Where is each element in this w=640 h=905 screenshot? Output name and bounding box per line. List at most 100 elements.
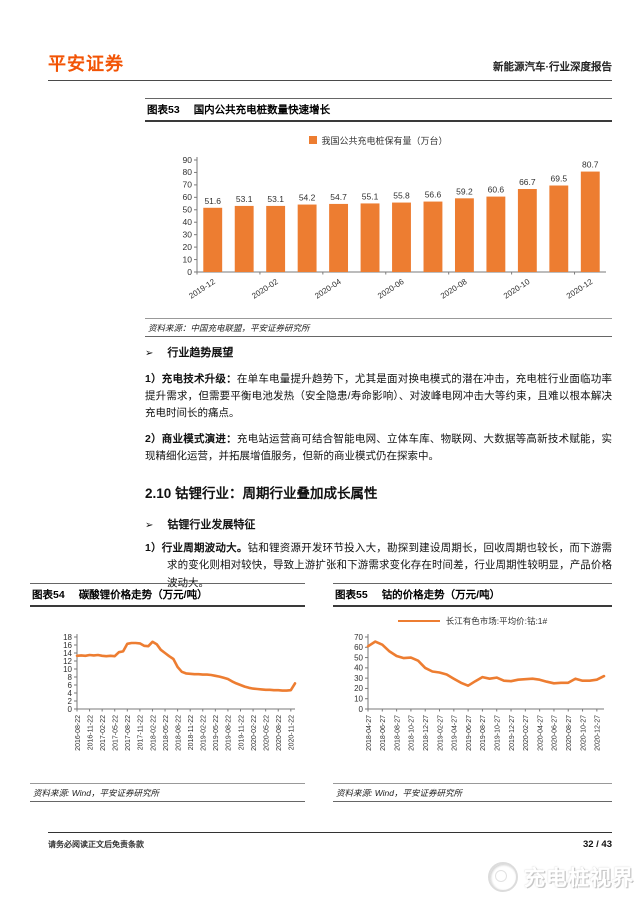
bullet-trend-outlook: ➢ 行业趋势展望 — [145, 344, 612, 363]
svg-text:2019-08-22: 2019-08-22 — [226, 715, 233, 751]
svg-text:10: 10 — [183, 254, 193, 264]
svg-text:0: 0 — [359, 705, 364, 714]
svg-text:53.1: 53.1 — [267, 194, 284, 204]
report-title: 新能源汽车·行业深度报告 — [493, 61, 612, 73]
svg-text:2019-05-22: 2019-05-22 — [213, 715, 220, 751]
pingan-securities-logo: 平安证券 — [48, 54, 124, 74]
svg-text:2020-10-27: 2020-10-27 — [580, 715, 587, 751]
svg-text:54.7: 54.7 — [330, 192, 347, 202]
page-header: 平安证券 新能源汽车·行业深度报告 — [48, 50, 612, 76]
svg-text:2018-02-22: 2018-02-22 — [150, 715, 157, 751]
svg-text:2019-12: 2019-12 — [187, 277, 217, 301]
footer-disclaimer: 请务必阅读正文后免责条款 — [48, 840, 144, 849]
svg-text:2018-04-27: 2018-04-27 — [366, 715, 373, 751]
figure-55-title: 钴的价格走势（万元/吨） — [381, 589, 501, 601]
svg-text:2017-05-22: 2017-05-22 — [113, 715, 120, 751]
trend-outlook-heading: 行业趋势展望 — [167, 347, 234, 359]
figure-55-source: 资料来源: Wind，平安证券研究所 — [333, 783, 612, 802]
svg-text:2016-08-22: 2016-08-22 — [75, 715, 82, 751]
body-text-column: ➢ 行业趋势展望 1）充电技术升级：在单车电量提升趋势下，尤其是面对换电模式的潜在… — [145, 344, 612, 592]
svg-text:2020-02: 2020-02 — [250, 277, 280, 301]
svg-text:51.6: 51.6 — [204, 196, 221, 206]
svg-text:30: 30 — [183, 229, 193, 239]
svg-text:69.5: 69.5 — [551, 174, 568, 184]
watermark: 充电桩视界 — [488, 862, 634, 892]
svg-text:2018-12-27: 2018-12-27 — [423, 715, 430, 751]
svg-text:60.6: 60.6 — [488, 185, 505, 195]
spacer — [30, 607, 305, 629]
svg-text:2020-08-27: 2020-08-27 — [566, 715, 573, 751]
figure-53-source: 资料来源：中国充电联盟，平安证券研究所 — [145, 318, 612, 337]
figure-55: 图表55 钴的价格走势（万元/吨） 长江有色市场:平均价:钴:1# 0 10 20 3… — [333, 583, 612, 802]
figure-54-titlebar: 图表54 碳酸锂价格走势（万元/吨） — [30, 583, 305, 607]
svg-text:2019-11-22: 2019-11-22 — [238, 715, 245, 750]
legend-line-icon — [397, 619, 440, 622]
svg-text:2020-02-27: 2020-02-27 — [523, 715, 530, 751]
cobalt-subheading: 钴锂行业发展特征 — [167, 519, 256, 532]
arrow-bullet-icon: ➢ — [145, 520, 154, 532]
svg-text:2019-04-27: 2019-04-27 — [452, 715, 459, 751]
svg-text:16: 16 — [63, 641, 72, 650]
figure-54-title: 碳酸锂价格走势（万元/吨） — [78, 589, 208, 601]
bar-chart-public-charging-piles: 0 10 20 30 40 50 60 70 80 90 51.6 2019-12 53.1 53.1 20… — [183, 155, 606, 301]
svg-text:50: 50 — [183, 205, 193, 215]
item-lead: 1）行业周期波动大。 — [145, 541, 248, 554]
svg-text:2020-10: 2020-10 — [502, 277, 532, 301]
svg-text:2020-12: 2020-12 — [565, 277, 595, 301]
paragraph-industry-cycle: 1）行业周期波动大。钴和锂资源开发环节投入大，勘探到建设周期长，回收周期也较长，… — [145, 540, 612, 592]
item-body: 钴和锂资源开发环节投入大，勘探到建设周期长，回收周期也较长，而下游需求的变化则相… — [167, 541, 613, 589]
svg-text:30: 30 — [354, 674, 363, 683]
svg-text:80: 80 — [183, 167, 193, 177]
figure-53-titlebar: 图表53 国内公共充电桩数量快速增长 — [145, 98, 612, 122]
svg-text:2019-10-27: 2019-10-27 — [495, 715, 502, 751]
figure-55-titlebar: 图表55 钴的价格走势（万元/吨） — [333, 583, 612, 607]
figure-53-legend-label: 我国公共充电桩保有量（万台） — [321, 135, 448, 146]
bullet-cobalt-lithium: ➢ 钴锂行业发展特征 — [145, 516, 612, 535]
paragraph-2-lead: 2）商业模式演进： — [145, 432, 237, 445]
figure-54: 图表54 碳酸锂价格走势（万元/吨） 0 2 4 6 8 10 12 14 16 18 2016-0… — [30, 583, 305, 802]
svg-text:2020-04-27: 2020-04-27 — [537, 715, 544, 751]
svg-text:2020-06: 2020-06 — [376, 277, 406, 301]
figure-54-source: 资料来源: Wind，平安证券研究所 — [30, 783, 305, 802]
svg-text:50: 50 — [354, 653, 363, 662]
svg-text:2019-06-27: 2019-06-27 — [466, 715, 473, 751]
page-number: 32 / 43 — [582, 839, 612, 850]
paragraph-1-body: 在单车电量提升趋势下，尤其是面对换电模式的潜在冲击，充电桩行业面临功率提升需求，… — [145, 372, 613, 420]
header-divider — [48, 80, 612, 81]
page-footer: 请务必阅读正文后免责条款 32 / 43 — [48, 832, 612, 850]
svg-text:2018-11-22: 2018-11-22 — [188, 715, 195, 750]
svg-text:2020-12-27: 2020-12-27 — [595, 715, 602, 751]
svg-text:53.1: 53.1 — [236, 194, 253, 204]
figure-55-label: 图表55 — [335, 589, 368, 601]
svg-text:2017-08-22: 2017-08-22 — [125, 715, 132, 751]
svg-text:40: 40 — [183, 217, 193, 227]
arrow-bullet-icon: ➢ — [145, 348, 154, 359]
section-2-10-heading: 2.10 钴锂行业：周期行业叠加成长属性 — [145, 485, 378, 501]
svg-text:2020-08-22: 2020-08-22 — [276, 715, 283, 751]
svg-text:18: 18 — [63, 633, 72, 642]
svg-text:2: 2 — [68, 697, 73, 706]
paragraph-charging-upgrade: 1）充电技术升级：在单车电量提升趋势下，尤其是面对换电模式的潜在冲击，充电桩行业… — [145, 371, 612, 423]
svg-text:2018-06-27: 2018-06-27 — [380, 715, 387, 751]
svg-text:55.1: 55.1 — [362, 191, 379, 201]
svg-text:2020-02-22: 2020-02-22 — [251, 715, 258, 751]
figure-55-legend-label: 长江有色市场:平均价:钴:1# — [445, 615, 548, 626]
svg-text:54.2: 54.2 — [299, 193, 316, 203]
svg-text:2018-05-22: 2018-05-22 — [163, 715, 170, 751]
svg-text:2017-02-22: 2017-02-22 — [100, 715, 107, 751]
svg-text:6: 6 — [68, 681, 73, 690]
figure-53: 图表53 国内公共充电桩数量快速增长 我国公共充电桩保有量（万台） 0 10 20 3… — [145, 98, 612, 337]
watermark-text: 充电桩视界 — [524, 867, 634, 890]
svg-text:80.7: 80.7 — [582, 160, 599, 170]
svg-text:2019-02-22: 2019-02-22 — [201, 715, 208, 751]
svg-text:14: 14 — [63, 649, 72, 658]
svg-text:2020-11-22: 2020-11-22 — [289, 715, 296, 750]
svg-text:59.2: 59.2 — [456, 186, 473, 196]
svg-text:2019-02-27: 2019-02-27 — [437, 715, 444, 751]
figure-53-title: 国内公共充电桩数量快速增长 — [193, 104, 331, 116]
svg-text:8: 8 — [68, 673, 73, 682]
svg-text:2020-08: 2020-08 — [439, 277, 469, 301]
svg-text:0: 0 — [187, 267, 192, 277]
